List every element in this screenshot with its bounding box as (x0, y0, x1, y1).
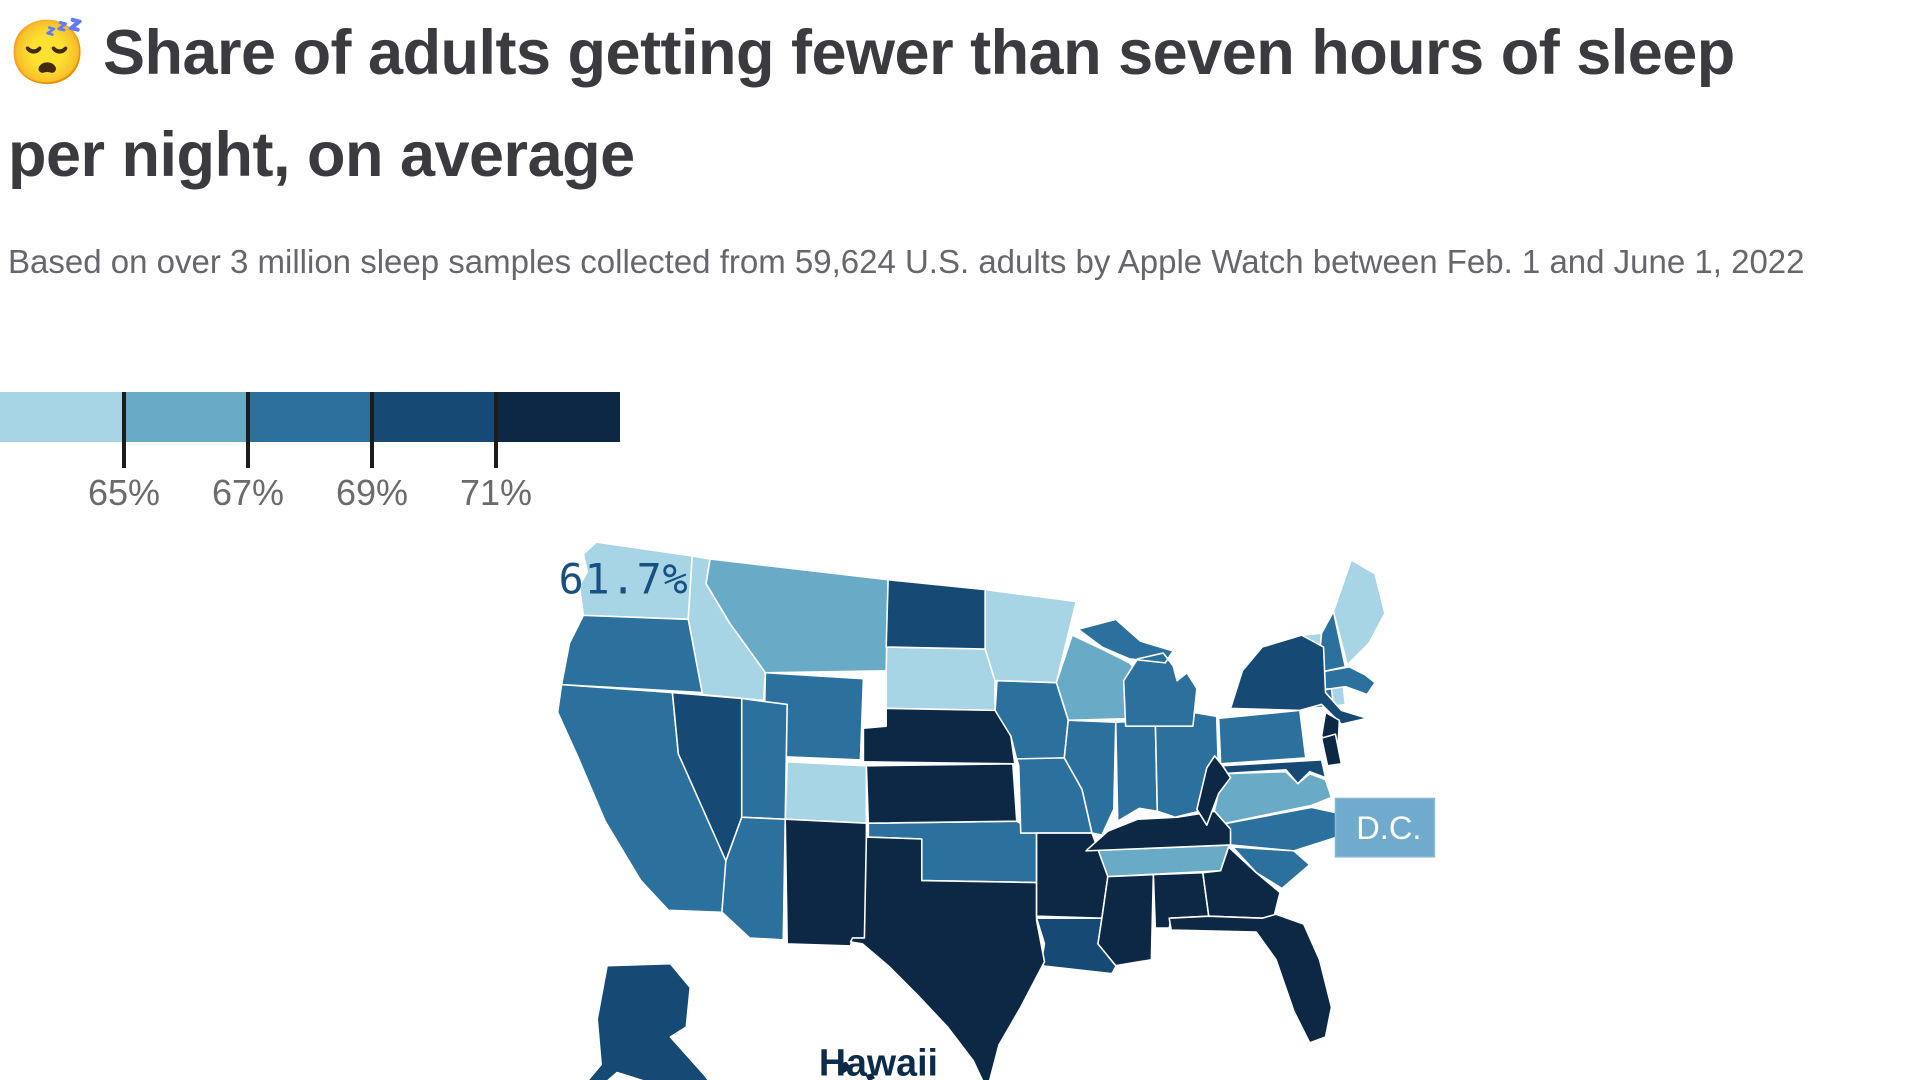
legend: 65% 67% 69% 71% (0, 392, 640, 517)
legend-tick (246, 392, 250, 468)
state-or[interactable] (560, 614, 703, 694)
legend-tick-label: 67% (211, 472, 285, 513)
legend-segment-5 (496, 392, 620, 442)
legend-segment-1 (0, 392, 124, 442)
state-tx[interactable] (849, 836, 1046, 1080)
legend-tick (494, 392, 498, 468)
legend-segment-4 (372, 392, 496, 442)
state-in[interactable] (1114, 719, 1159, 822)
states-group (556, 541, 1386, 1080)
state-wv[interactable] (1196, 755, 1232, 826)
state-ut[interactable] (740, 697, 788, 821)
state-md[interactable] (1219, 759, 1327, 785)
chart-title-text: Share of adults getting fewer than seven… (8, 18, 1735, 191)
map-svg: 61.7% D.C. Hawaii (556, 541, 1436, 1080)
state-de[interactable] (1320, 733, 1343, 767)
us-choropleth-map: 61.7% D.C. Hawaii (522, 524, 1472, 1080)
state-hi[interactable] (835, 1059, 924, 1080)
sleeping-face-emoji-icon: 😴 (8, 18, 86, 88)
state-ks[interactable] (865, 763, 1018, 824)
legend-segment-2 (124, 392, 248, 442)
dc-badge-box[interactable] (1334, 797, 1436, 858)
state-ak[interactable] (579, 962, 723, 1080)
state-nv[interactable] (671, 691, 743, 862)
washington-value-annotation: 61.7% (559, 555, 689, 604)
state-nd[interactable] (885, 578, 986, 650)
dc-badge[interactable]: D.C. (1334, 797, 1436, 858)
legend-tick (370, 392, 374, 468)
state-me[interactable] (1332, 559, 1386, 666)
legend-tick-label: 65% (87, 472, 161, 513)
legend-segment-3 (248, 392, 372, 442)
chart-title: 😴 Share of adults getting fewer than sev… (8, 2, 1798, 206)
legend-bar (0, 392, 620, 442)
state-ne[interactable] (862, 707, 1016, 765)
legend-tick (122, 392, 126, 468)
hawaii-state-label: Hawaii (819, 1042, 938, 1080)
legend-tick-label: 71% (459, 472, 533, 513)
state-mi[interactable] (1077, 618, 1198, 727)
state-pa[interactable] (1217, 709, 1307, 765)
state-fl[interactable] (1168, 913, 1333, 1044)
state-nm[interactable] (784, 818, 868, 947)
dc-badge-label: D.C. (1356, 809, 1421, 846)
state-ky[interactable] (1085, 810, 1232, 852)
state-sd[interactable] (885, 646, 996, 712)
state-co[interactable] (784, 761, 868, 824)
chart-subtitle: Based on over 3 million sleep samples co… (8, 243, 1805, 280)
state-ms[interactable] (1097, 873, 1155, 967)
legend-tick-label: 69% (335, 472, 409, 513)
state-ny[interactable] (1229, 634, 1368, 726)
